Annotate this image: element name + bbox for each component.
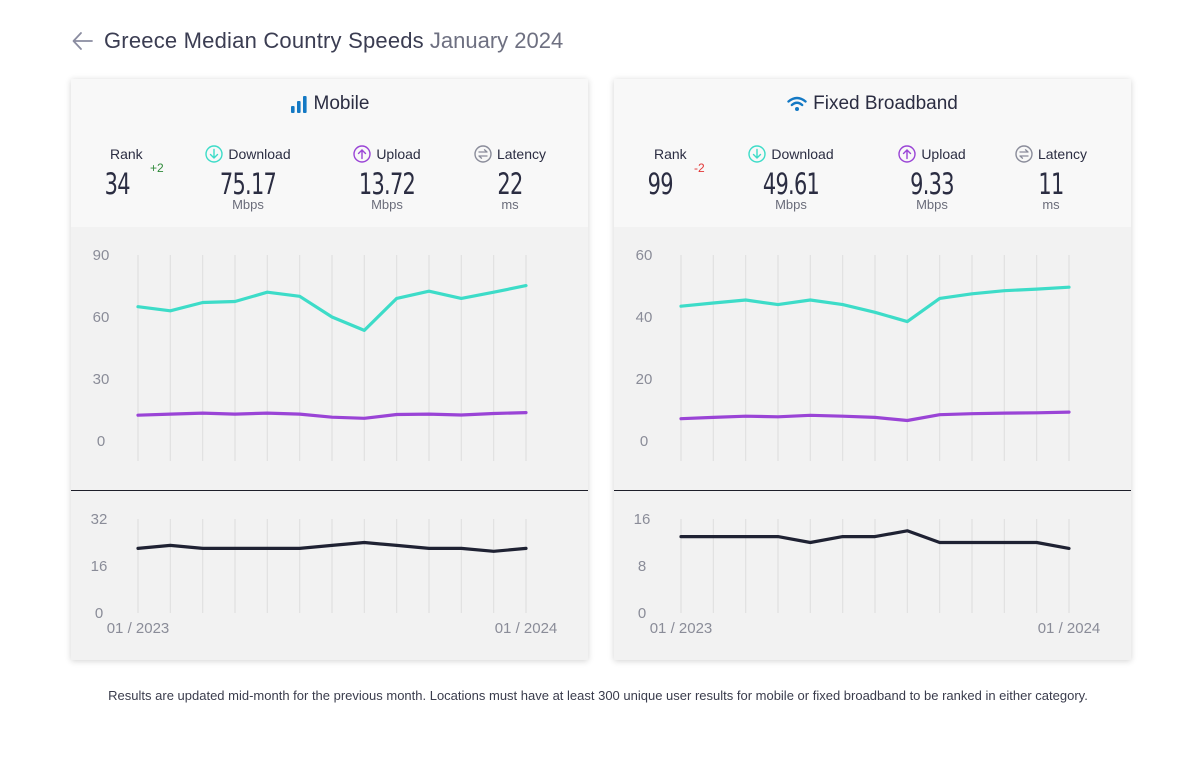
latency-y-tick: 8 <box>638 558 646 575</box>
latency-y-tick: 32 <box>91 511 108 528</box>
download-icon <box>748 145 767 163</box>
upload-value: 9.33 <box>910 167 954 201</box>
latency-y-tick: 16 <box>91 558 108 575</box>
latency-icon <box>474 145 492 163</box>
page-date: January 2024 <box>429 28 564 53</box>
latency-label: Latency <box>1037 146 1088 162</box>
page-header: Greece Median Country Speeds January 202… <box>70 26 563 56</box>
mobile-rank: Rank 34 +2 <box>73 143 183 201</box>
upload-series-line <box>136 411 528 420</box>
latency-y-tick: 0 <box>638 605 646 622</box>
rank-change: +2 <box>150 161 164 175</box>
download-label: Download <box>228 146 291 162</box>
chart-divider <box>71 490 588 491</box>
mobile-latency: Latency 22 ms <box>455 143 565 212</box>
latency-label: Latency <box>496 146 547 162</box>
speed-y-tick: 0 <box>97 433 105 450</box>
speed-y-tick: 30 <box>93 371 110 388</box>
upload-unit: Mbps <box>371 197 403 212</box>
footer-note: Results are updated mid-month for the pr… <box>108 688 1088 703</box>
fixed-summary: Fixed Broadband Rank 99 -2 Download 49.6… <box>614 79 1131 227</box>
upload-label: Upload <box>921 146 966 162</box>
speed-y-tick: 40 <box>636 309 653 326</box>
x-tick-label-start: 01 / 2023 <box>650 620 713 637</box>
latency-series-line <box>679 529 1071 550</box>
latency-value: 22 <box>497 167 523 201</box>
latency-unit: ms <box>1042 197 1060 212</box>
upload-icon <box>898 145 917 163</box>
mobile-card: Mobile Rank 34 +2 Download 75.17 Mbps Up… <box>71 79 588 660</box>
download-unit: Mbps <box>232 197 264 212</box>
mobile-card-title: Mobile <box>71 93 588 115</box>
mobile-download: Download 75.17 Mbps <box>193 143 303 212</box>
x-tick-label-end: 01 / 2024 <box>495 620 558 637</box>
speed-y-tick: 60 <box>636 247 653 264</box>
upload-series-line <box>679 410 1071 423</box>
x-tick-label-start: 01 / 2023 <box>107 620 170 637</box>
speed-y-tick: 60 <box>93 309 110 326</box>
upload-unit: Mbps <box>916 197 948 212</box>
fixed-card: Fixed Broadband Rank 99 -2 Download 49.6… <box>614 79 1131 660</box>
fixed-title-text: Fixed Broadband <box>813 93 958 114</box>
rank-label: Rank <box>654 146 687 162</box>
fixed-download: Download 49.61 Mbps <box>736 143 846 212</box>
back-arrow-icon[interactable] <box>70 28 96 54</box>
x-tick-label-end: 01 / 2024 <box>1038 620 1101 637</box>
rank-value: 34 <box>104 167 131 201</box>
upload-value: 13.72 <box>358 167 416 201</box>
download-series-line <box>136 283 528 333</box>
signal-bars-icon <box>290 96 307 113</box>
speed-y-tick: 90 <box>93 247 110 264</box>
chart-divider <box>614 490 1131 491</box>
speed-y-tick: 0 <box>640 433 648 450</box>
rank-label: Rank <box>110 146 143 162</box>
fixed-latency: Latency 11 ms <box>996 143 1106 212</box>
wifi-icon <box>787 96 807 111</box>
page-title: Greece Median Country Speeds <box>104 28 424 53</box>
mobile-summary: Mobile Rank 34 +2 Download 75.17 Mbps Up… <box>71 79 588 227</box>
fixed-card-title: Fixed Broadband <box>614 93 1131 115</box>
latency-series-line <box>136 540 528 553</box>
download-value: 49.61 <box>762 167 820 201</box>
download-unit: Mbps <box>775 197 807 212</box>
latency-y-tick: 0 <box>95 605 103 622</box>
fixed-upload: Upload 9.33 Mbps <box>877 143 987 212</box>
download-label: Download <box>771 146 834 162</box>
latency-icon <box>1015 145 1033 163</box>
upload-label: Upload <box>376 146 421 162</box>
upload-icon <box>353 145 372 163</box>
fixed-rank: Rank 99 -2 <box>616 143 726 201</box>
mobile-title-text: Mobile <box>313 93 370 114</box>
rank-value: 99 <box>647 167 674 201</box>
latency-value: 11 <box>1038 167 1064 201</box>
speed-y-tick: 20 <box>636 371 653 388</box>
download-series-line <box>679 285 1071 324</box>
latency-y-tick: 16 <box>634 511 651 528</box>
latency-unit: ms <box>501 197 519 212</box>
download-icon <box>205 145 224 163</box>
mobile-upload: Upload 13.72 Mbps <box>332 143 442 212</box>
download-value: 75.17 <box>219 167 277 201</box>
rank-change: -2 <box>694 161 705 175</box>
